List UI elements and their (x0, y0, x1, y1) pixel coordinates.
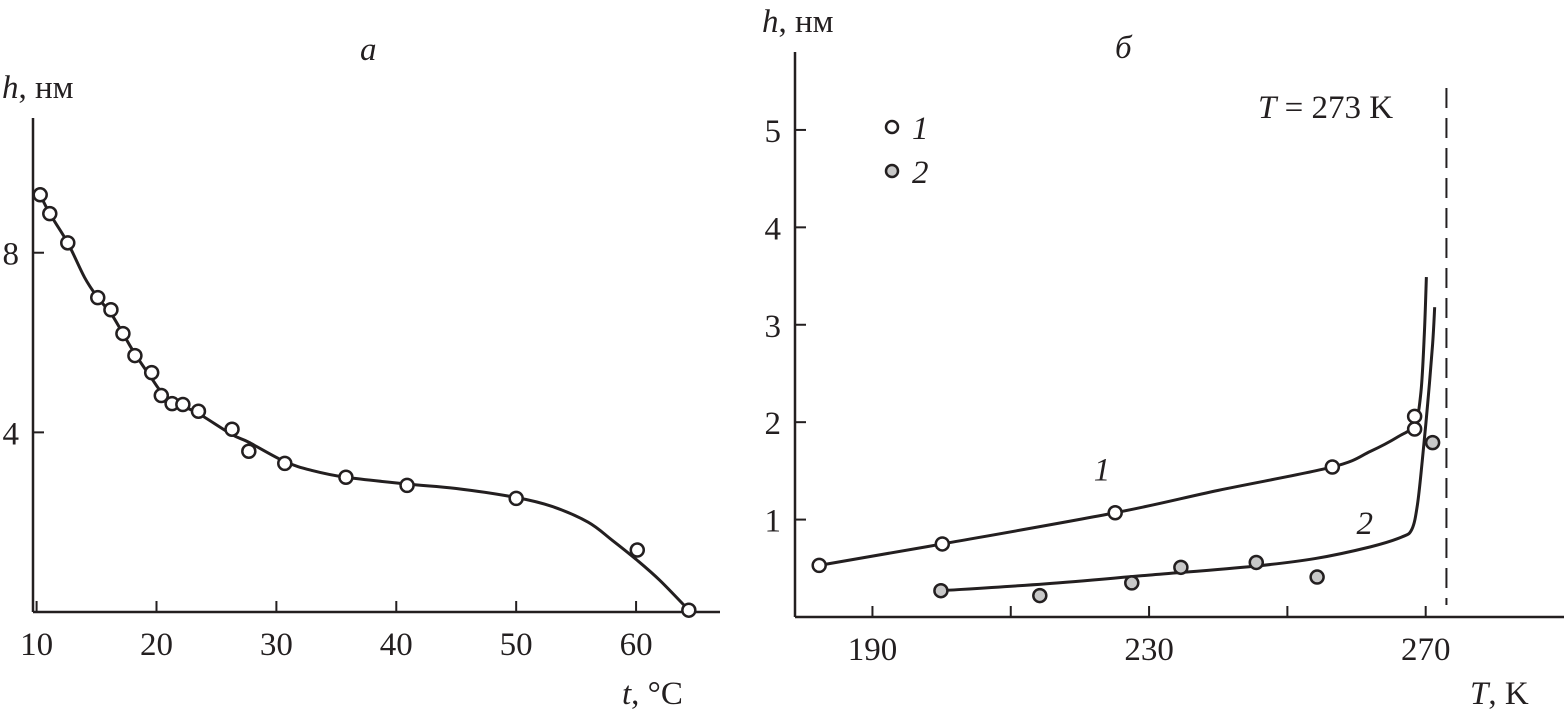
series-2-point (1424, 434, 1441, 451)
series-data-point (224, 421, 240, 437)
reference-line-label: T = 273 K (1258, 90, 1393, 126)
series-data-point (153, 387, 170, 404)
x-tick-label: 190 (848, 632, 898, 668)
series-data-point (399, 477, 415, 494)
y-tick-label: 8 (3, 237, 20, 273)
series-data-point (629, 542, 646, 558)
curve-label-1: 1 (1094, 453, 1111, 489)
legend-marker-1 (884, 119, 900, 135)
y-tick-label: 1 (765, 504, 782, 540)
series-1-curve (818, 276, 1428, 567)
series-1-point (1406, 421, 1423, 437)
x-tick-label: 230 (1124, 632, 1174, 668)
x-tick-label: 20 (140, 627, 173, 663)
x-tick-label: 50 (500, 627, 533, 663)
x-tick-label: 270 (1401, 632, 1451, 668)
series-1-point (934, 536, 951, 552)
series-data-point (42, 205, 58, 222)
series-2-point (1248, 554, 1265, 571)
series-1-point (1324, 459, 1341, 475)
series-data-point (338, 469, 354, 486)
series-1-point (1406, 408, 1423, 425)
series-data-point (143, 364, 160, 381)
panel-b-ylabel: h, нм (762, 4, 834, 40)
series-data-point (508, 490, 524, 507)
series-1-point (1107, 505, 1123, 521)
series-data-point (277, 455, 293, 472)
series-data-curve (38, 194, 690, 612)
y-tick-label: 3 (765, 309, 782, 345)
series-2-point (1309, 569, 1325, 585)
series-data-point (681, 602, 697, 618)
curve-label-2: 2 (1357, 506, 1374, 542)
panel-b-xlabel: T, K (1470, 676, 1529, 712)
series-2-point (1124, 575, 1140, 591)
series-2-point (1173, 559, 1189, 576)
series-data-point (115, 325, 131, 342)
x-tick-label: 40 (380, 627, 413, 663)
series-data-point (175, 396, 191, 413)
panel-b: б h, нм T, K T = 273 K 1 2 190 230 270 1 2 3 4… (762, 4, 1564, 712)
series-2-curve (940, 307, 1437, 593)
y-tick-label: 4 (765, 211, 782, 247)
x-tick-label: 60 (620, 627, 653, 663)
series-data-point (190, 403, 207, 420)
x-tick-label: 10 (20, 627, 53, 663)
series-data-point (127, 347, 143, 364)
y-tick-label: 2 (765, 406, 782, 442)
series-2-point (933, 582, 949, 599)
series-data-point (89, 289, 106, 306)
y-tick-label: 5 (765, 114, 782, 150)
series-2-point (1032, 587, 1048, 604)
series-data-point (241, 443, 257, 459)
panel-a-label: а (360, 32, 377, 68)
legend-marker-2 (884, 163, 900, 179)
y-tick-label: 4 (3, 416, 20, 452)
panel-a: а h, нм t, °C 10 20 30 40 50 60 4 8 (2, 32, 720, 712)
panel-a-xlabel: t, °C (622, 676, 683, 712)
series-1-point (811, 557, 827, 574)
series-data-point (103, 302, 119, 318)
series-data-point (32, 187, 48, 203)
x-tick-label: 30 (260, 627, 293, 663)
series-data-point (60, 235, 76, 251)
panel-b-label: б (1115, 30, 1133, 66)
legend-label-1: 1 (912, 111, 929, 147)
legend-label-2: 2 (912, 155, 929, 191)
panel-a-ylabel: h, нм (2, 70, 74, 106)
